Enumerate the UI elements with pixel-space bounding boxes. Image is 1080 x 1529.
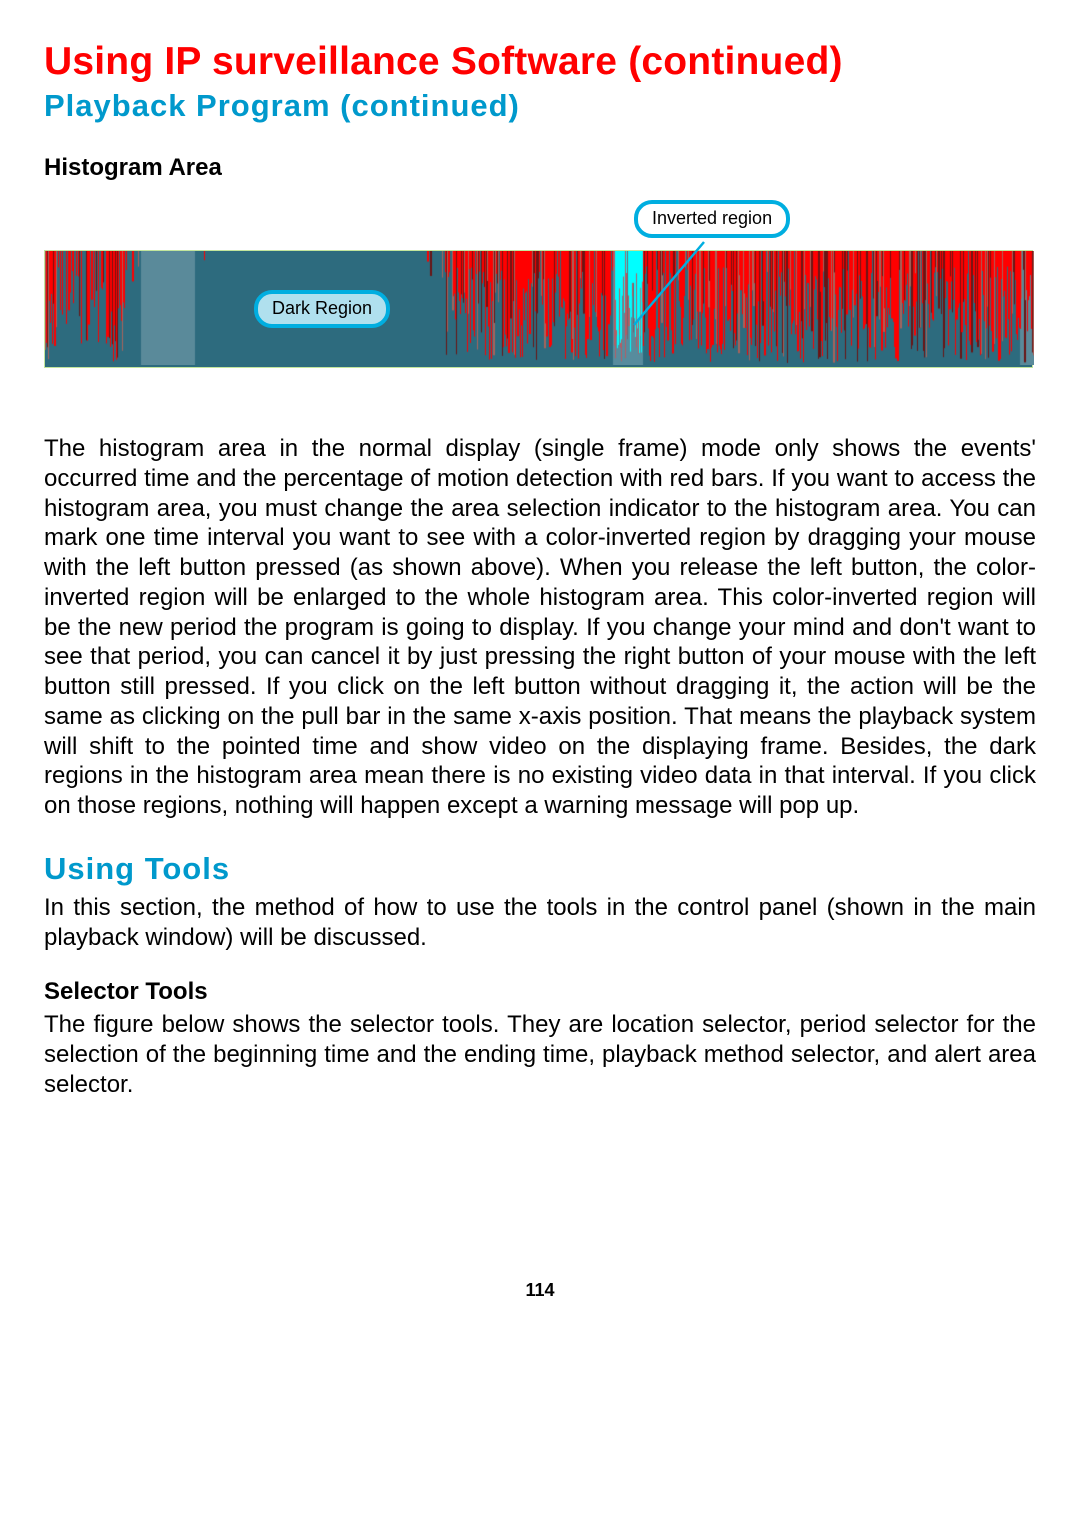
histogram-box: [44, 250, 1033, 368]
callout-inverted-region: Inverted region: [634, 200, 790, 238]
paragraph-histogram: The histogram area in the normal display…: [44, 434, 1036, 821]
paragraph-selector: The figure below shows the selector tool…: [44, 1010, 1036, 1099]
page-title-sub: Playback Program (continued): [44, 88, 1036, 124]
page-number: 114: [44, 1280, 1036, 1301]
page-title-main: Using IP surveillance Software (continue…: [44, 40, 1036, 84]
section-heading-selector: Selector Tools: [44, 978, 1036, 1006]
paragraph-using-tools: In this section, the method of how to us…: [44, 893, 1036, 953]
section-heading-using-tools: Using Tools: [44, 851, 1036, 887]
callout-dark-region: Dark Region: [254, 290, 390, 328]
histogram-diagram: Inverted region Dark Region: [44, 200, 1034, 390]
histogram-canvas: [45, 251, 1034, 365]
section-heading-histogram: Histogram Area: [44, 154, 1036, 182]
